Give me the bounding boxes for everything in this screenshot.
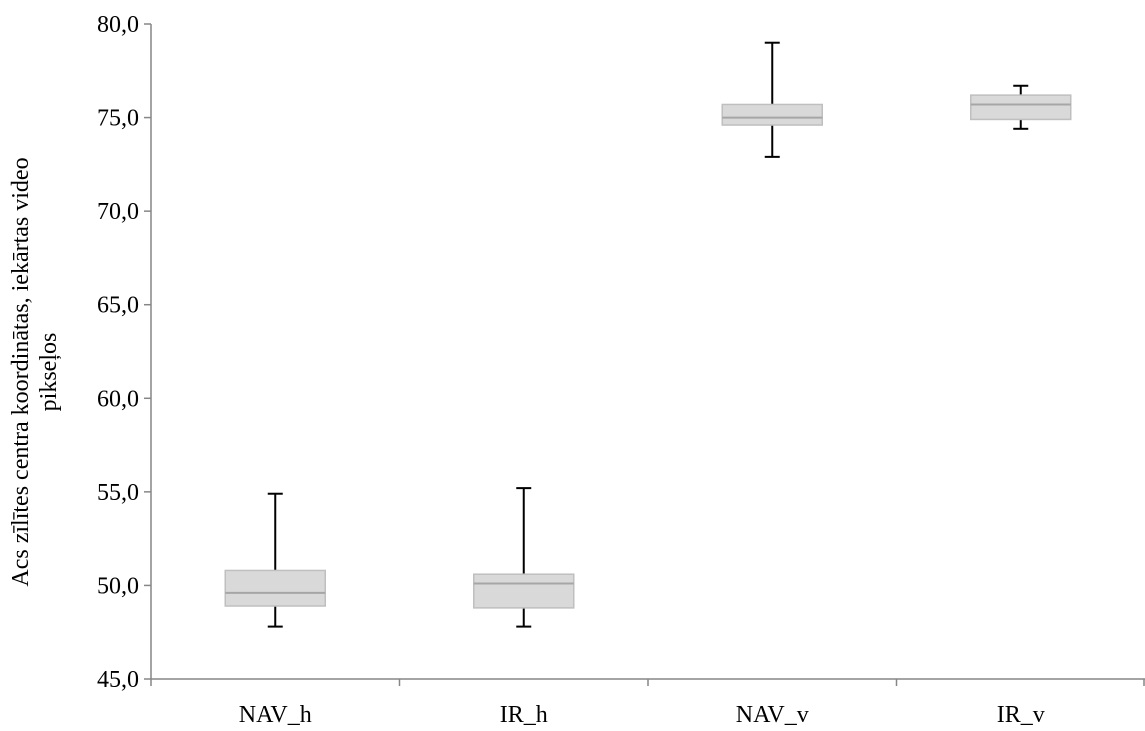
y-tick-label: 45,0 (97, 667, 139, 693)
box-IR_h (473, 487, 575, 628)
plot-area (224, 41, 1072, 628)
x-axis: NAV_h IR_h NAV_v IR_v (150, 678, 1145, 728)
y-tick-label: 60,0 (97, 386, 139, 412)
y-tick-label: 65,0 (97, 293, 139, 319)
x-tick-label: NAV_v (736, 702, 809, 728)
iqr-box (473, 573, 575, 609)
y-tick-label: 55,0 (97, 480, 139, 506)
box-NAV_v (721, 41, 823, 158)
y-axis-title-line2: pikseļos (36, 333, 62, 412)
iqr-box (721, 103, 823, 126)
y-axis-title: Acs zīlītes centra koordinātas, iekārtas… (8, 157, 62, 586)
box-IR_v (970, 84, 1072, 130)
y-tick-label: 50,0 (97, 573, 139, 599)
box-NAV_h (224, 492, 326, 628)
y-tick-label: 75,0 (97, 106, 139, 132)
y-axis-title-line1: Acs zīlītes centra koordinātas, iekārtas… (8, 157, 34, 586)
x-tick-label: IR_h (500, 702, 548, 728)
y-axis: 45,0 50,0 55,0 60,0 65,0 70,0 75,0 80,0 (97, 12, 152, 693)
x-tick-label: NAV_h (239, 702, 312, 728)
iqr-box (224, 569, 326, 607)
y-tick-label: 70,0 (97, 199, 139, 225)
iqr-box (970, 94, 1072, 121)
x-tick-label: IR_v (997, 702, 1045, 728)
y-tick-label: 80,0 (97, 12, 139, 38)
